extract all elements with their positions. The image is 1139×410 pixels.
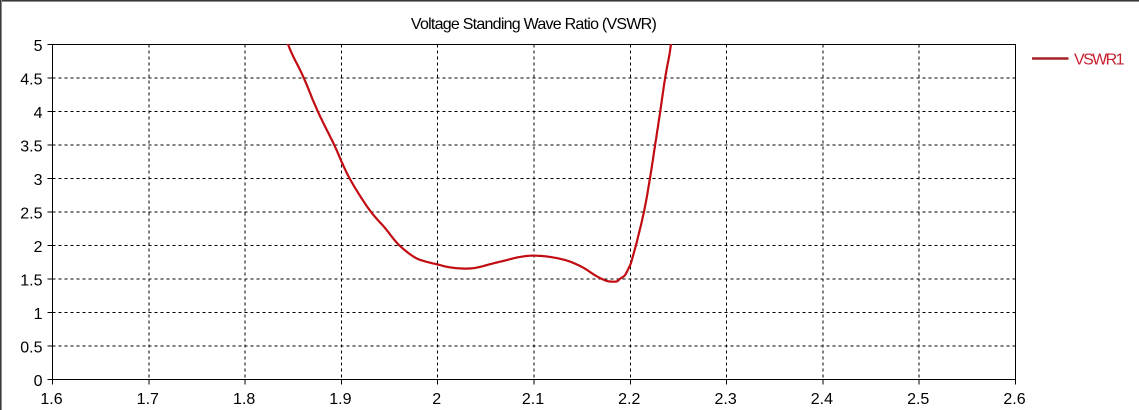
svg-text:1.8: 1.8 — [233, 391, 255, 408]
svg-text:2.5: 2.5 — [20, 206, 42, 223]
svg-text:2.6: 2.6 — [1003, 391, 1025, 408]
svg-text:2.2: 2.2 — [618, 391, 640, 408]
svg-text:4.5: 4.5 — [20, 72, 42, 89]
svg-text:0.5: 0.5 — [20, 340, 42, 357]
svg-text:VSWR1: VSWR1 — [1074, 52, 1125, 69]
svg-text:4: 4 — [34, 105, 43, 122]
svg-text:5: 5 — [34, 38, 43, 55]
svg-text:1.6: 1.6 — [40, 391, 62, 408]
svg-text:2.5: 2.5 — [907, 391, 929, 408]
svg-text:0: 0 — [34, 373, 43, 390]
svg-text:3.5: 3.5 — [20, 139, 42, 156]
svg-text:2.3: 2.3 — [714, 391, 736, 408]
svg-text:2: 2 — [432, 391, 441, 408]
svg-text:2.1: 2.1 — [522, 391, 544, 408]
svg-text:2.4: 2.4 — [811, 391, 833, 408]
svg-text:1.9: 1.9 — [329, 391, 351, 408]
svg-text:3: 3 — [34, 172, 43, 189]
svg-text:Voltage Standing Wave Ratio (V: Voltage Standing Wave Ratio (VSWR) — [411, 16, 657, 33]
svg-text:2: 2 — [34, 239, 43, 256]
svg-text:1.5: 1.5 — [20, 273, 42, 290]
svg-text:1: 1 — [34, 306, 43, 323]
svg-text:1.7: 1.7 — [137, 391, 159, 408]
